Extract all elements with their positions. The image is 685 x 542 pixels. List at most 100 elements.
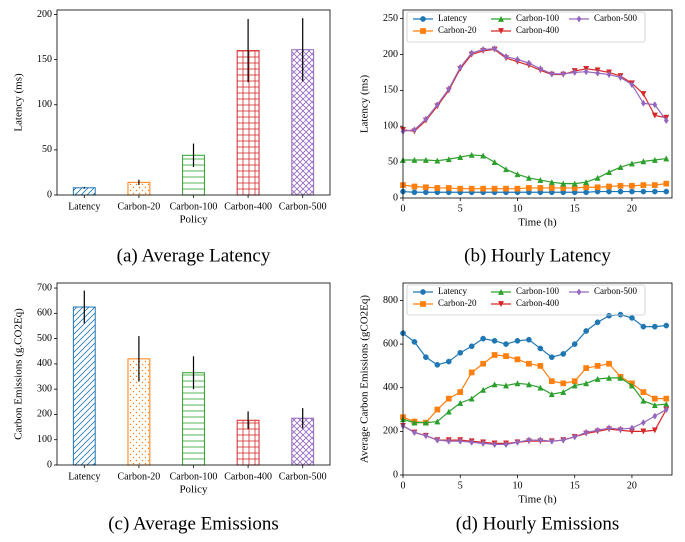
marker <box>617 163 624 170</box>
series-line <box>402 409 667 444</box>
marker <box>412 428 417 437</box>
marker <box>640 188 647 195</box>
marker <box>411 183 418 190</box>
marker <box>525 381 532 388</box>
y-axis-label: Average Carbon Emissions (gCO2Eq) <box>359 295 371 463</box>
caption: (d) Hourly Emissions <box>456 513 620 534</box>
marker <box>548 185 555 191</box>
legend-marker <box>497 15 505 22</box>
x-tick-label: 0 <box>401 480 406 491</box>
y-tick-label: 50 <box>42 144 52 155</box>
marker <box>560 351 567 357</box>
marker <box>606 374 613 381</box>
marker <box>537 65 543 73</box>
x-tick-label: 5 <box>458 480 463 491</box>
marker <box>480 45 486 54</box>
x-axis-label: Policy <box>179 484 208 496</box>
marker <box>651 112 658 119</box>
legend-label: Carbon-500 <box>594 13 637 23</box>
x-tick-label: 20 <box>627 480 637 491</box>
marker <box>434 361 441 368</box>
marker <box>514 337 521 344</box>
marker <box>491 352 498 358</box>
y-tick-label: 700 <box>37 282 52 293</box>
marker <box>572 433 578 441</box>
y-tick-label: 300 <box>37 383 52 394</box>
marker <box>583 184 589 191</box>
marker <box>480 185 486 192</box>
x-tick-label: 20 <box>627 203 637 214</box>
series-line <box>402 48 667 132</box>
marker <box>640 182 647 188</box>
marker <box>537 436 543 444</box>
caption: (b) Hourly Latency <box>464 245 611 266</box>
marker <box>651 427 658 434</box>
marker <box>606 360 612 367</box>
marker <box>617 374 624 381</box>
x-tick-label: Carbon-500 <box>279 201 327 212</box>
marker <box>423 354 429 361</box>
marker <box>583 428 589 437</box>
marker <box>560 180 567 187</box>
marker <box>422 156 429 163</box>
marker <box>651 402 658 409</box>
x-axis-label: Time (h) <box>518 494 557 506</box>
marker <box>514 171 521 178</box>
marker <box>651 182 658 188</box>
y-tick-label: 0 <box>47 189 52 200</box>
marker <box>492 45 497 53</box>
marker <box>583 189 589 196</box>
marker <box>423 432 429 440</box>
marker <box>571 180 578 187</box>
marker <box>641 419 646 427</box>
marker <box>618 73 623 82</box>
marker <box>537 176 544 183</box>
marker <box>515 55 520 64</box>
marker <box>663 395 670 402</box>
y-axis-label: Carbon Emissions (g.CO2Eq) <box>13 308 25 440</box>
marker <box>434 436 440 444</box>
marker <box>629 81 635 89</box>
marker <box>411 339 418 345</box>
marker <box>560 380 567 387</box>
legend-frame <box>406 11 646 43</box>
x-tick-label: Carbon-400 <box>224 201 272 212</box>
marker <box>537 363 544 369</box>
marker <box>652 412 658 420</box>
marker <box>594 375 601 382</box>
marker <box>526 336 532 343</box>
marker <box>468 395 475 402</box>
marker <box>594 174 601 181</box>
marker <box>572 68 578 76</box>
marker <box>434 101 440 109</box>
marker <box>434 157 441 164</box>
marker <box>503 166 510 173</box>
marker <box>640 323 647 330</box>
legend-marker <box>420 16 426 22</box>
caption: (a) Average Latency <box>117 245 271 266</box>
marker <box>492 440 497 449</box>
marker <box>548 391 555 398</box>
marker <box>640 397 647 404</box>
plot-frame <box>56 9 331 196</box>
legend-label: Carbon-20 <box>438 25 477 35</box>
marker <box>503 382 510 389</box>
marker <box>606 169 613 176</box>
marker <box>583 328 589 334</box>
y-tick-label: 0 <box>47 459 52 470</box>
legend-label: Latency <box>438 13 467 23</box>
marker <box>445 395 452 402</box>
marker <box>663 188 670 195</box>
series-line <box>402 183 667 190</box>
x-tick-label: Carbon-20 <box>118 201 161 212</box>
marker <box>491 158 498 165</box>
series-line <box>402 377 667 424</box>
marker <box>571 382 578 389</box>
marker <box>468 151 475 158</box>
y-tick-label: 150 <box>37 54 52 65</box>
marker <box>457 63 463 71</box>
marker <box>468 343 475 350</box>
marker <box>434 185 441 191</box>
marker <box>628 382 635 389</box>
marker <box>583 68 589 76</box>
